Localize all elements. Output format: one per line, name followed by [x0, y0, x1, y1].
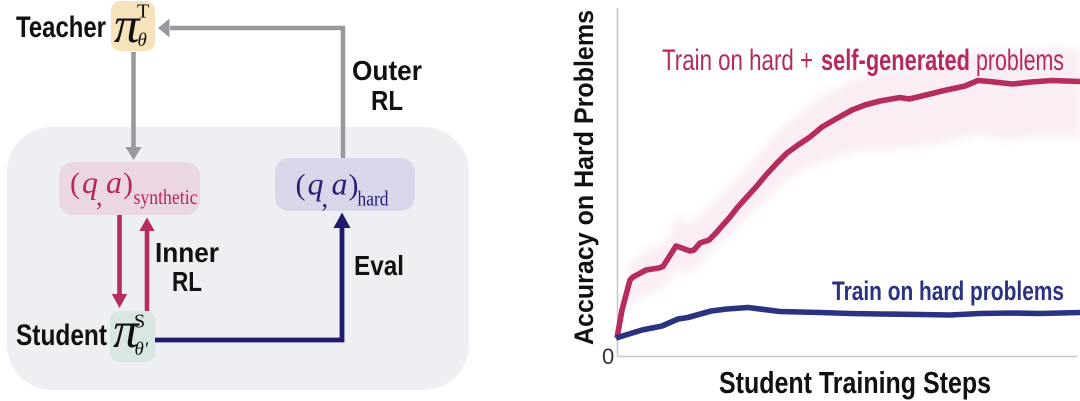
- svg-text:0: 0: [602, 344, 614, 369]
- svg-text:synthetic: synthetic: [134, 185, 198, 209]
- svg-text:Inner: Inner: [155, 237, 219, 268]
- svg-text:hard: hard: [358, 187, 389, 211]
- svg-text:Train on hard problems: Train on hard problems: [832, 276, 1064, 306]
- svg-text:θ′: θ′: [135, 339, 149, 360]
- svg-text:Eval: Eval: [354, 250, 404, 281]
- svg-text:S: S: [134, 311, 145, 333]
- svg-text:Student Training Steps: Student Training Steps: [719, 365, 991, 400]
- svg-text:(: (: [70, 167, 80, 200]
- svg-text:RL: RL: [371, 85, 403, 116]
- svg-text:a: a: [106, 164, 122, 200]
- svg-text:Student: Student: [16, 319, 107, 352]
- svg-text:Teacher: Teacher: [16, 11, 106, 44]
- svg-text:): ): [349, 169, 359, 202]
- svg-text:Accuracy on Hard Problems: Accuracy on Hard Problems: [569, 10, 599, 345]
- svg-text:,: ,: [96, 182, 103, 211]
- svg-text:π: π: [114, 0, 141, 54]
- svg-text:q: q: [308, 166, 324, 202]
- svg-text:a: a: [332, 166, 348, 202]
- svg-text:q: q: [82, 164, 98, 200]
- svg-text:): ): [123, 167, 133, 200]
- svg-text:problems: problems: [976, 44, 1064, 77]
- svg-text:(: (: [296, 169, 306, 202]
- svg-text:,: ,: [322, 184, 329, 213]
- svg-text:π: π: [113, 303, 140, 359]
- svg-text:θ: θ: [138, 30, 147, 51]
- svg-text:T: T: [137, 1, 149, 23]
- svg-text:RL: RL: [172, 266, 202, 297]
- svg-text:Outer: Outer: [352, 55, 422, 86]
- svg-text:Train on hard +: Train on hard +: [662, 44, 813, 77]
- svg-text:self-generated: self-generated: [821, 44, 970, 77]
